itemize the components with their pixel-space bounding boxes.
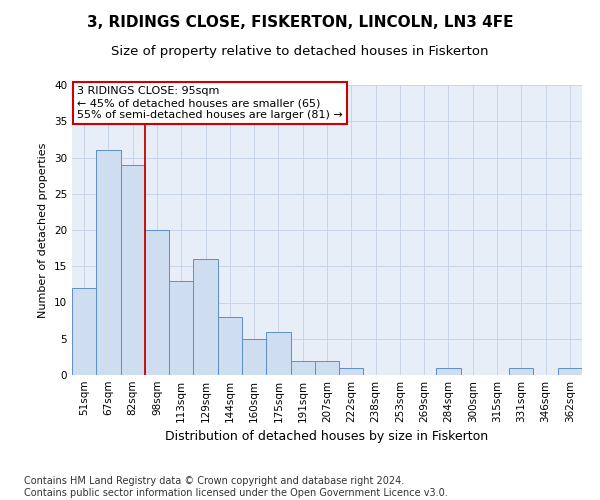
Bar [218, 317, 242, 375]
Bar [436, 368, 461, 375]
Bar [169, 281, 193, 375]
Bar [315, 360, 339, 375]
Bar [339, 368, 364, 375]
Bar [242, 339, 266, 375]
Bar [145, 230, 169, 375]
Bar [290, 360, 315, 375]
Y-axis label: Number of detached properties: Number of detached properties [38, 142, 49, 318]
Bar [266, 332, 290, 375]
Bar [193, 259, 218, 375]
Bar [72, 288, 96, 375]
X-axis label: Distribution of detached houses by size in Fiskerton: Distribution of detached houses by size … [166, 430, 488, 444]
Bar [121, 165, 145, 375]
Bar [558, 368, 582, 375]
Text: 3, RIDINGS CLOSE, FISKERTON, LINCOLN, LN3 4FE: 3, RIDINGS CLOSE, FISKERTON, LINCOLN, LN… [87, 15, 513, 30]
Bar [96, 150, 121, 375]
Text: Size of property relative to detached houses in Fiskerton: Size of property relative to detached ho… [111, 45, 489, 58]
Text: 3 RIDINGS CLOSE: 95sqm
← 45% of detached houses are smaller (65)
55% of semi-det: 3 RIDINGS CLOSE: 95sqm ← 45% of detached… [77, 86, 343, 120]
Text: Contains HM Land Registry data © Crown copyright and database right 2024.
Contai: Contains HM Land Registry data © Crown c… [24, 476, 448, 498]
Bar [509, 368, 533, 375]
